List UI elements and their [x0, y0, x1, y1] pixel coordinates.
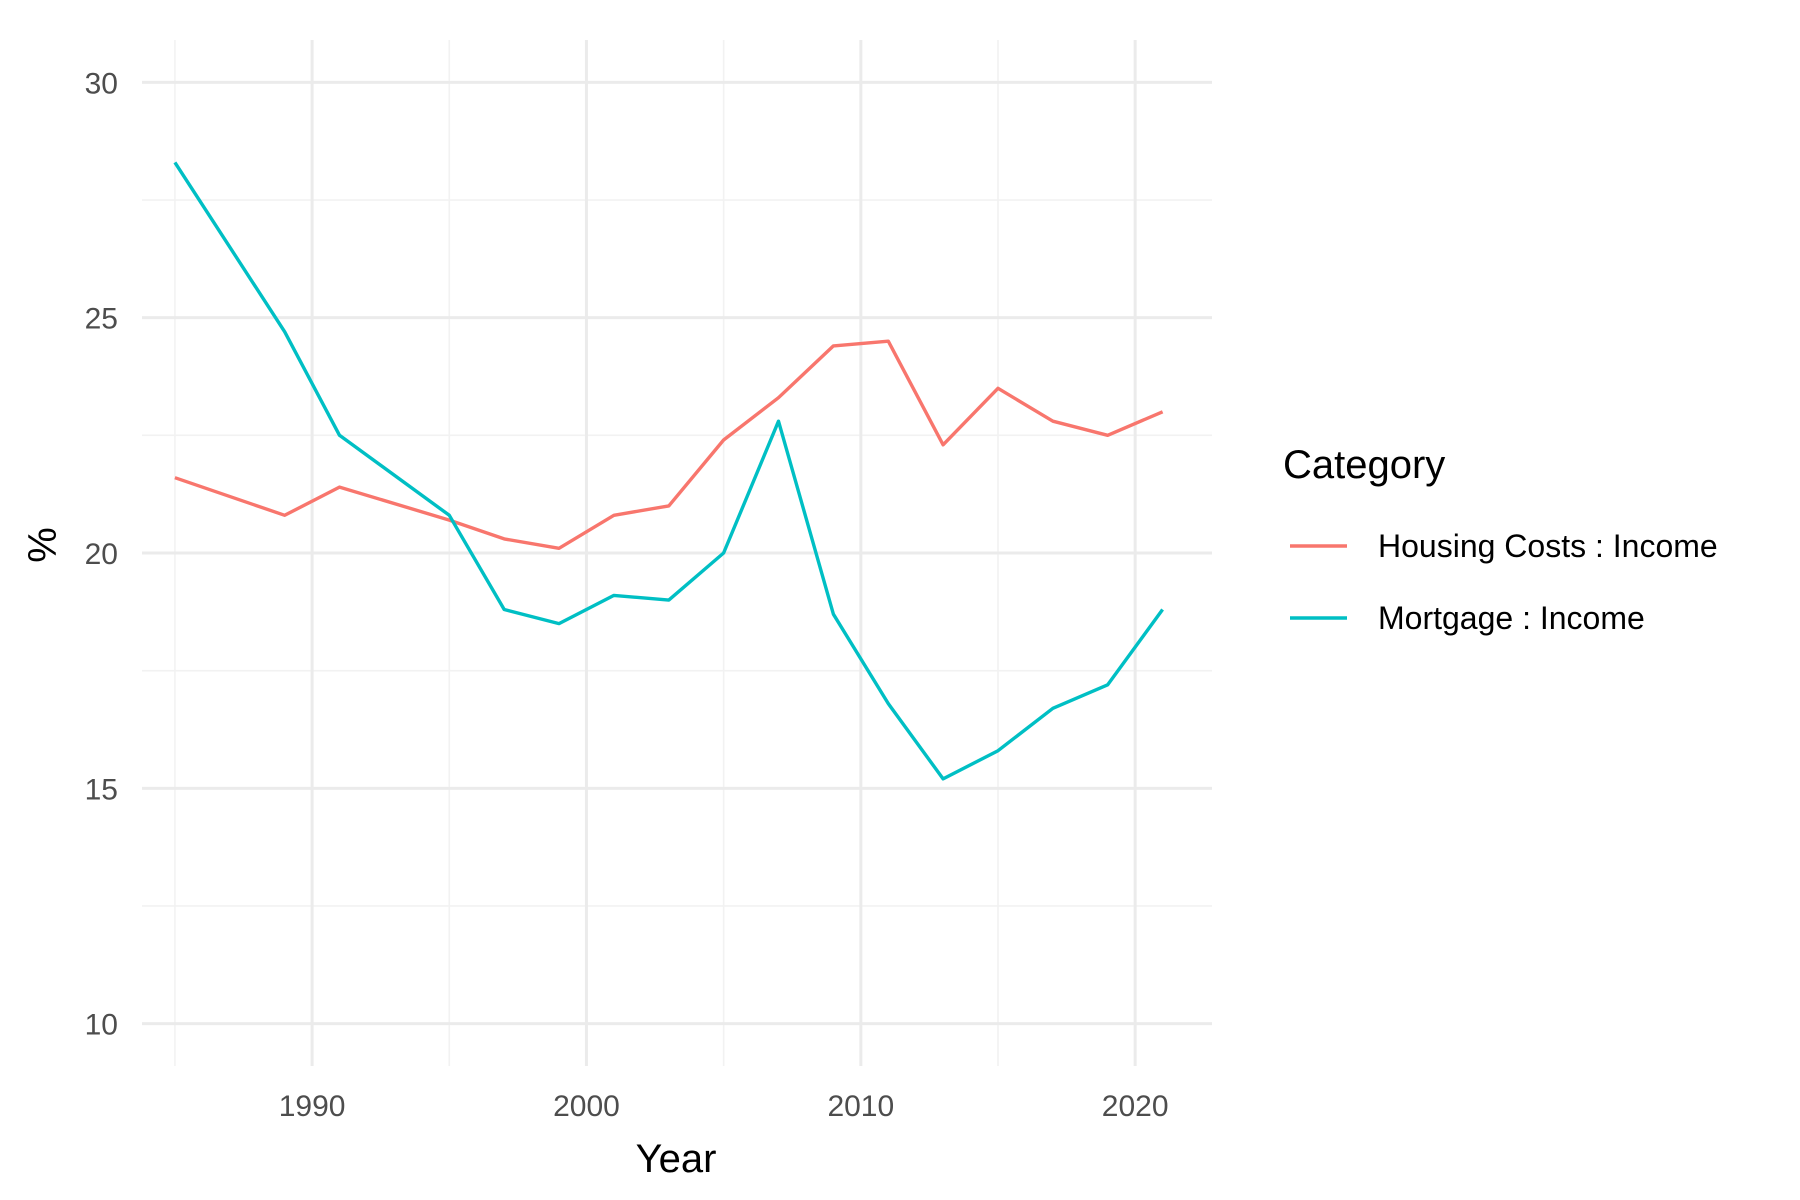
- x-tick-label: 2000: [553, 1090, 620, 1123]
- y-axis-title: %: [21, 527, 65, 563]
- legend-label: Housing Costs : Income: [1378, 528, 1718, 564]
- data-series: [173, 161, 1164, 781]
- major-gridlines: [142, 40, 1212, 1066]
- legend-label: Mortgage : Income: [1378, 600, 1645, 636]
- y-tick-label: 15: [85, 773, 118, 806]
- legend-items: Housing Costs : Income Mortgage : Income: [1290, 528, 1718, 636]
- x-axis-title: Year: [636, 1137, 717, 1181]
- y-tick-label: 25: [85, 303, 118, 336]
- y-tick-label: 10: [85, 1009, 118, 1042]
- x-tick-label: 1990: [279, 1090, 346, 1123]
- legend: Category Housing Costs : Income Mortgage …: [1283, 443, 1718, 636]
- series-line-housing-costs-income: [174, 339, 1164, 550]
- x-tick-label: 2010: [827, 1090, 894, 1123]
- tick-labels: 1990 2000 2010 2020 10 15 20 25 30: [85, 67, 1169, 1123]
- x-tick-label: 2020: [1102, 1090, 1169, 1123]
- legend-title: Category: [1283, 443, 1445, 487]
- y-tick-label: 30: [85, 67, 118, 100]
- series-line-mortgage-income: [173, 161, 1164, 781]
- y-tick-label: 20: [85, 538, 118, 571]
